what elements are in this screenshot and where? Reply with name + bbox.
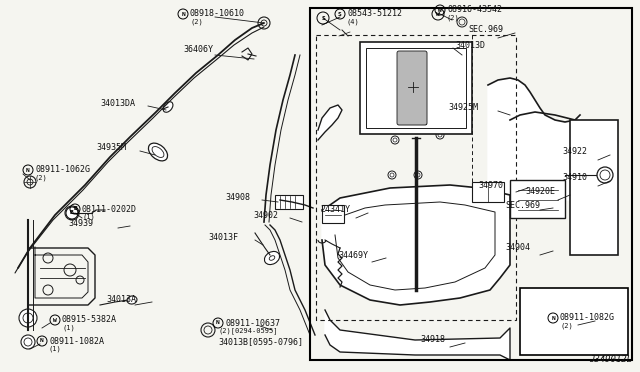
Text: N: N: [26, 167, 30, 173]
Text: N: N: [40, 339, 44, 343]
Text: 34970: 34970: [478, 180, 503, 189]
Ellipse shape: [148, 143, 168, 161]
Bar: [472, 182, 504, 202]
Text: (1): (1): [82, 214, 95, 220]
Text: N: N: [551, 315, 555, 321]
Bar: [366, 48, 466, 128]
Text: 08911-1062G: 08911-1062G: [35, 166, 90, 174]
Circle shape: [388, 171, 396, 179]
Polygon shape: [325, 310, 510, 360]
Polygon shape: [488, 78, 580, 200]
Text: 34904: 34904: [505, 244, 530, 253]
Text: (2): (2): [190, 19, 203, 25]
Text: N: N: [181, 12, 185, 16]
Text: 34908: 34908: [225, 192, 250, 202]
Text: J349012L: J349012L: [589, 355, 632, 364]
Circle shape: [65, 206, 79, 220]
Circle shape: [19, 309, 37, 327]
Text: 34902: 34902: [253, 211, 278, 219]
Text: B: B: [73, 206, 77, 212]
Bar: [275, 195, 303, 209]
Polygon shape: [318, 105, 342, 140]
Text: 24341Y: 24341Y: [320, 205, 350, 215]
Ellipse shape: [127, 296, 137, 304]
FancyBboxPatch shape: [397, 51, 427, 125]
Text: 08111-0202D: 08111-0202D: [82, 205, 137, 214]
Text: 08911-10637: 08911-10637: [225, 318, 280, 327]
Text: B: B: [70, 211, 74, 215]
Text: (2): (2): [560, 323, 573, 329]
Ellipse shape: [264, 251, 280, 264]
Text: (4): (4): [347, 19, 360, 25]
Circle shape: [391, 136, 399, 144]
Text: 34939: 34939: [68, 218, 93, 228]
Text: (2)[0294-0595]: (2)[0294-0595]: [218, 328, 278, 334]
Bar: [510, 180, 565, 218]
Text: 34013A: 34013A: [106, 295, 136, 304]
Text: 08543-51212: 08543-51212: [347, 10, 402, 19]
Text: W: W: [436, 12, 440, 16]
Text: N: N: [216, 321, 220, 326]
Text: 34922: 34922: [562, 148, 587, 157]
Text: 08916-43542: 08916-43542: [447, 6, 502, 15]
Text: (1): (1): [62, 325, 75, 331]
Bar: [310, 8, 632, 360]
Text: 34920E: 34920E: [525, 187, 555, 196]
Circle shape: [542, 313, 556, 327]
Text: 36406Y: 36406Y: [183, 45, 213, 55]
Circle shape: [21, 335, 35, 349]
Text: 08911-1082A: 08911-1082A: [49, 337, 104, 346]
Text: 08918-10610: 08918-10610: [190, 10, 245, 19]
Text: 34469Y: 34469Y: [338, 250, 368, 260]
Text: 08915-5382A: 08915-5382A: [62, 315, 117, 324]
Ellipse shape: [163, 102, 173, 112]
Bar: [558, 308, 576, 322]
Text: SEC.969: SEC.969: [468, 26, 503, 35]
Text: 34918: 34918: [420, 336, 445, 344]
Text: 08911-1082G: 08911-1082G: [560, 314, 615, 323]
Bar: [520, 288, 628, 355]
Text: W: W: [438, 7, 442, 13]
Text: (2): (2): [447, 15, 460, 21]
Text: 34013D: 34013D: [455, 41, 485, 49]
Bar: [570, 120, 618, 255]
Text: (1): (1): [49, 346, 61, 352]
Text: 34013B[0595-0796]: 34013B[0595-0796]: [218, 337, 303, 346]
Text: 34925M: 34925M: [448, 103, 478, 112]
Text: S: S: [338, 12, 342, 16]
Text: 34013DA: 34013DA: [100, 99, 135, 108]
Polygon shape: [322, 185, 510, 305]
Circle shape: [414, 171, 422, 179]
Text: S: S: [321, 16, 325, 20]
Circle shape: [436, 131, 444, 139]
Text: 34935M: 34935M: [96, 144, 126, 153]
Bar: [316, 35, 516, 320]
Text: 34013F: 34013F: [208, 232, 238, 241]
Text: W: W: [53, 317, 57, 323]
Bar: [398, 52, 426, 124]
Bar: [360, 42, 472, 134]
Text: (2): (2): [35, 175, 48, 181]
Text: 34910: 34910: [562, 173, 587, 183]
Bar: [322, 205, 344, 223]
Text: SEC.969: SEC.969: [505, 201, 540, 209]
